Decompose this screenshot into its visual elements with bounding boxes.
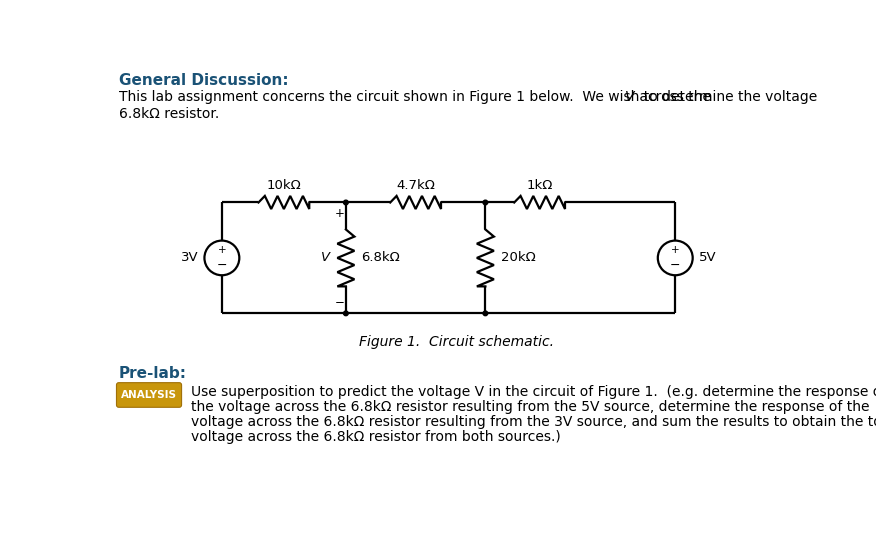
Text: Use superposition to predict the voltage V in the circuit of Figure 1.  (e.g. de: Use superposition to predict the voltage…: [191, 385, 876, 399]
Circle shape: [343, 311, 348, 316]
Text: 6.8kΩ: 6.8kΩ: [362, 252, 400, 264]
Circle shape: [343, 200, 348, 205]
Text: +: +: [671, 245, 680, 255]
Text: V: V: [625, 90, 634, 104]
Text: +: +: [335, 207, 344, 220]
Text: 10kΩ: 10kΩ: [266, 179, 301, 192]
Text: −: −: [670, 259, 681, 272]
Text: 6.8kΩ resistor.: 6.8kΩ resistor.: [119, 107, 219, 121]
Circle shape: [483, 311, 488, 316]
Text: Pre-lab:: Pre-lab:: [119, 365, 187, 381]
Text: Figure 1.  Circuit schematic.: Figure 1. Circuit schematic.: [359, 335, 554, 349]
Text: V: V: [321, 252, 330, 264]
Text: +: +: [217, 245, 226, 255]
Text: This lab assignment concerns the circuit shown in Figure 1 below.  We wish to de: This lab assignment concerns the circuit…: [119, 90, 822, 104]
Text: across the: across the: [635, 90, 711, 104]
FancyBboxPatch shape: [117, 383, 181, 407]
Text: −: −: [335, 296, 344, 309]
Circle shape: [483, 200, 488, 205]
Text: voltage across the 6.8kΩ resistor resulting from the 3V source, and sum the resu: voltage across the 6.8kΩ resistor result…: [191, 415, 876, 429]
Text: 5V: 5V: [698, 252, 716, 264]
Text: 3V: 3V: [181, 252, 199, 264]
Text: 4.7kΩ: 4.7kΩ: [396, 179, 435, 192]
Text: General Discussion:: General Discussion:: [119, 73, 288, 88]
Text: −: −: [216, 259, 227, 272]
Text: the voltage across the 6.8kΩ resistor resulting from the 5V source, determine th: the voltage across the 6.8kΩ resistor re…: [191, 400, 869, 414]
Text: 1kΩ: 1kΩ: [526, 179, 553, 192]
Text: ANALYSIS: ANALYSIS: [121, 390, 177, 400]
Text: voltage across the 6.8kΩ resistor from both sources.): voltage across the 6.8kΩ resistor from b…: [191, 430, 561, 444]
Text: 20kΩ: 20kΩ: [501, 252, 535, 264]
